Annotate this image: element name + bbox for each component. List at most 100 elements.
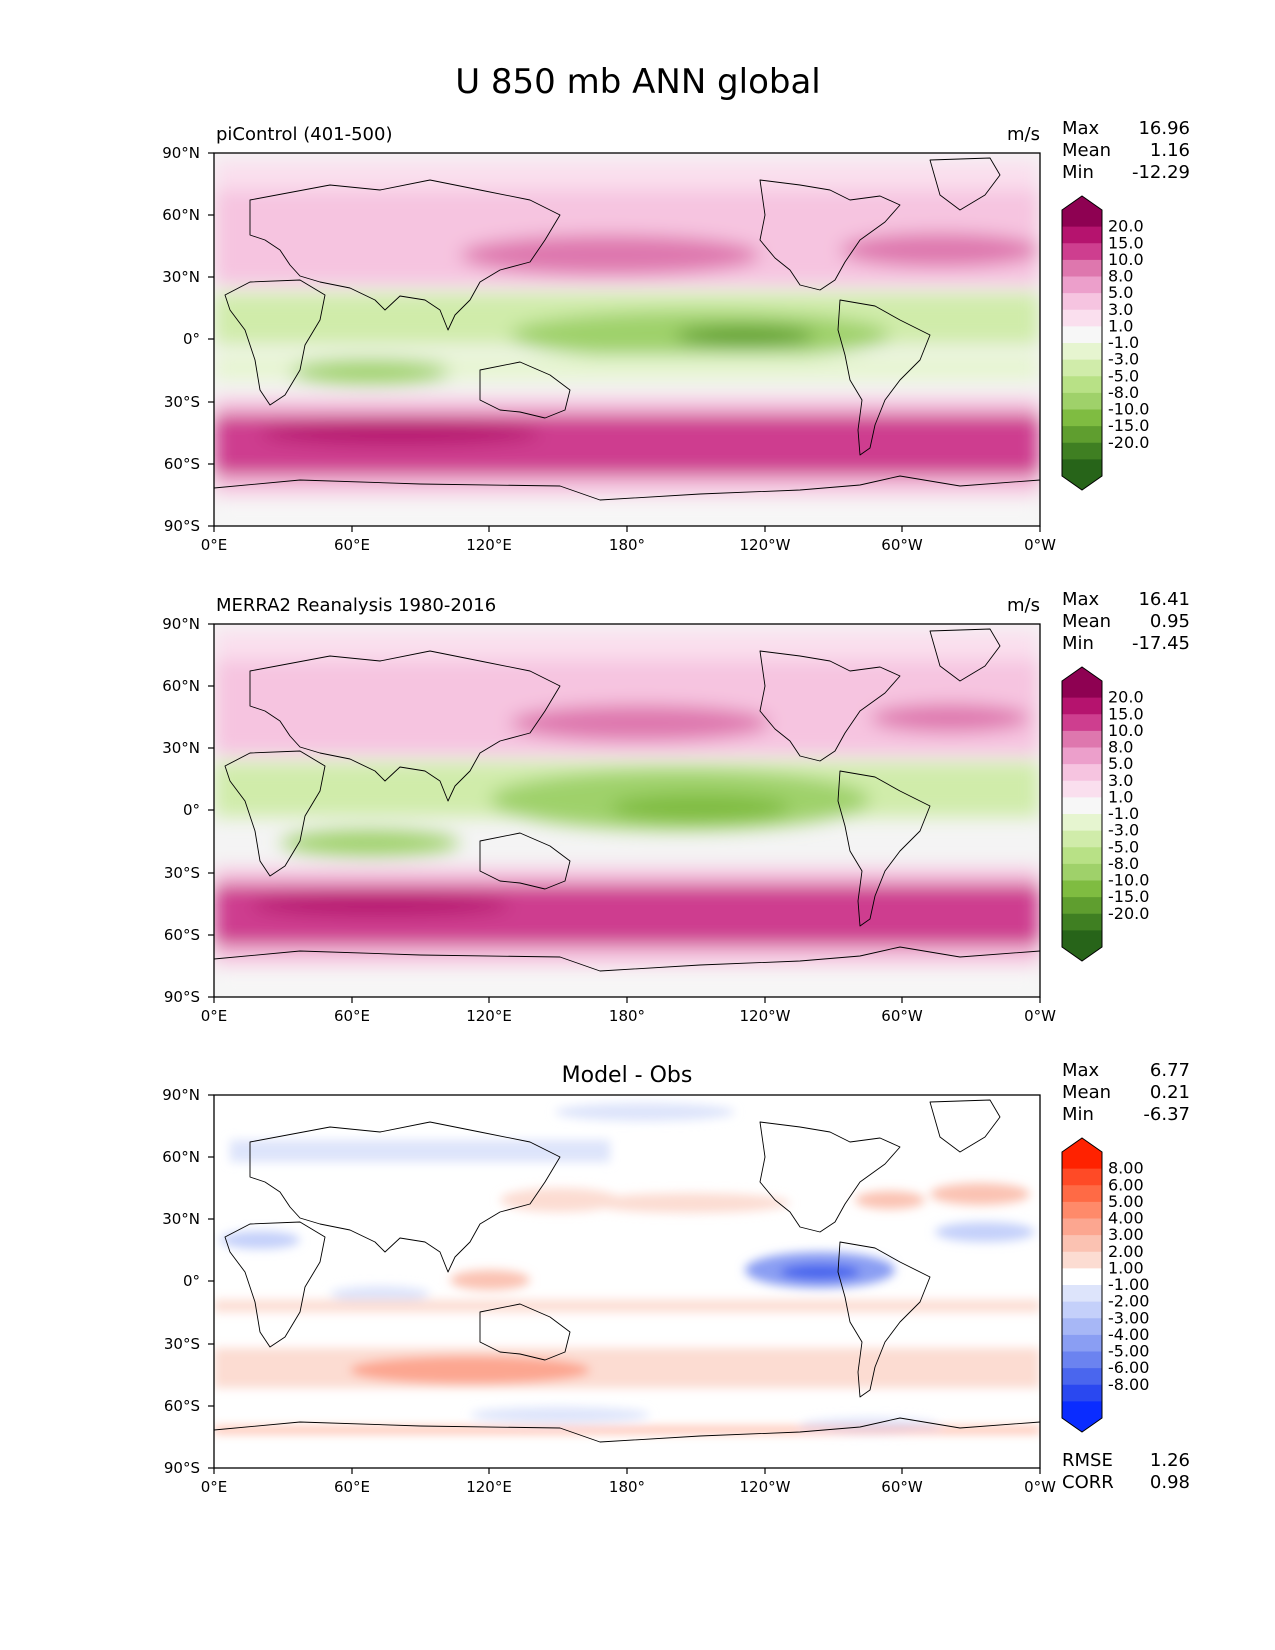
- colorbar-tick-label: -4.00: [1108, 1325, 1149, 1344]
- colorbar-segment: [1062, 243, 1102, 261]
- colorbar-tick-label: 2.00: [1108, 1242, 1144, 1261]
- lon-tick-label: 120°E: [466, 1478, 512, 1496]
- colorbar-segment: [1062, 730, 1102, 749]
- lat-tick-label: 60°N: [162, 206, 200, 224]
- colorbar-tick-label: -10.0: [1108, 871, 1149, 890]
- colorbar-tick-label: 1.00: [1108, 1258, 1144, 1277]
- colorbar-segment: [1062, 276, 1102, 294]
- colorbar-segment: [1062, 1351, 1102, 1369]
- lon-tick-label: 0°E: [201, 1007, 228, 1025]
- colorbar-segment: [1062, 880, 1102, 898]
- colorbar-tick-label: -8.0: [1108, 854, 1139, 873]
- lat-tick-label: 90°S: [164, 517, 200, 535]
- latitude-axis: 90°N 60°N 30°N 0° 30°S 60°S 90°S: [162, 1086, 214, 1477]
- longitude-axis: 0°E 60°E 120°E 180° 120°W 60°W 0°W: [201, 526, 1056, 554]
- extra-stats-block: RMSE 1.26 CORR 0.98: [1062, 1450, 1190, 1493]
- figure-title: U 850 mb ANN global: [455, 62, 821, 102]
- colorbar-extend-min: [1062, 476, 1102, 490]
- colorbar-tick-label: 5.0: [1108, 754, 1133, 773]
- map-field: [214, 624, 1040, 997]
- stat-label-max: Max: [1062, 1060, 1100, 1081]
- colorbar-tick-label: -15.0: [1108, 416, 1149, 435]
- stat-label-min: Min: [1062, 633, 1094, 654]
- stat-value-max: 6.77: [1150, 1060, 1190, 1081]
- lon-tick-label: 0°W: [1024, 1007, 1056, 1025]
- colorbar-tick-label: 3.00: [1108, 1225, 1144, 1244]
- lon-tick-label: 120°W: [740, 536, 791, 554]
- coastlines: [214, 628, 1040, 972]
- map-field: [214, 1095, 1040, 1468]
- lon-tick-label: 0°E: [201, 536, 228, 554]
- lon-tick-label: 60°E: [334, 1478, 370, 1496]
- colorbar-segment: [1062, 780, 1102, 798]
- colorbar-segment: [1062, 343, 1102, 361]
- lat-tick-label: 60°N: [162, 677, 200, 695]
- colorbar-segment: [1062, 913, 1102, 931]
- latitude-axis: 90°N 60°N 30°N 0° 30°S 60°S 90°S: [162, 144, 214, 535]
- map-field: [214, 153, 1040, 526]
- colorbar-segment: [1062, 1185, 1102, 1203]
- lat-tick-label: 90°S: [164, 988, 200, 1006]
- lon-tick-label: 0°W: [1024, 536, 1056, 554]
- colorbar-tick-label: -3.00: [1108, 1308, 1149, 1327]
- lat-tick-label: 30°N: [162, 739, 200, 757]
- colorbar-extend-max: [1062, 196, 1102, 210]
- stat-label-min: Min: [1062, 162, 1094, 183]
- colorbar: 20.015.010.08.05.03.01.0-1.0-3.0-5.0-8.0…: [1061, 195, 1149, 491]
- colorbar-segment: [1062, 210, 1102, 228]
- lat-tick-label: 90°S: [164, 1459, 200, 1477]
- stat-label-max: Max: [1062, 118, 1100, 139]
- colorbar-segment: [1062, 442, 1102, 460]
- colorbar-tick-label: -5.0: [1108, 366, 1139, 385]
- lat-tick-label: 90°N: [162, 1086, 200, 1104]
- colorbar-extend-max: [1062, 1138, 1102, 1152]
- stat-label-mean: Mean: [1062, 1082, 1111, 1103]
- panel-picontrol: piControl (401-500) m/s Max 16.96 Mean 1…: [162, 118, 1190, 554]
- units-label: m/s: [1007, 595, 1040, 616]
- stat-label-min: Min: [1062, 1104, 1094, 1125]
- panel-title: Model - Obs: [562, 1063, 693, 1088]
- colorbar-tick-label: -15.0: [1108, 887, 1149, 906]
- colorbar-tick-label: -3.0: [1108, 821, 1139, 840]
- lon-tick-label: 180°: [609, 536, 645, 554]
- lat-tick-label: 30°N: [162, 268, 200, 286]
- lat-tick-label: 30°S: [164, 864, 200, 882]
- lon-tick-label: 60°W: [881, 536, 923, 554]
- colorbar-segment: [1062, 376, 1102, 394]
- colorbar-tick-label: -8.0: [1108, 383, 1139, 402]
- lon-tick-label: 60°W: [881, 1007, 923, 1025]
- lon-tick-label: 0°W: [1024, 1478, 1056, 1496]
- lat-tick-label: 60°N: [162, 1148, 200, 1166]
- lon-tick-label: 60°E: [334, 1007, 370, 1025]
- colorbar-tick-label: -3.0: [1108, 350, 1139, 369]
- colorbar-segment: [1062, 1368, 1102, 1386]
- panel-merra2: MERRA2 Reanalysis 1980-2016 m/s Max 16.4…: [162, 589, 1190, 1025]
- colorbar-segment: [1062, 830, 1102, 848]
- colorbar-segment: [1062, 459, 1102, 477]
- stats-block: Max 16.41 Mean 0.95 Min -17.45: [1062, 589, 1190, 654]
- stats-block: Max 6.77 Mean 0.21 Min -6.37: [1062, 1060, 1190, 1125]
- colorbar-tick-label: 1.0: [1108, 316, 1133, 335]
- stat-value-mean: 0.21: [1150, 1082, 1190, 1103]
- colorbar-tick-label: -20.0: [1108, 433, 1149, 452]
- colorbar-tick-label: -8.00: [1108, 1375, 1149, 1394]
- stat-value-mean: 0.95: [1150, 611, 1190, 632]
- colorbar: 20.015.010.08.05.03.01.0-1.0-3.0-5.0-8.0…: [1061, 666, 1149, 962]
- stat-value-corr: 0.98: [1150, 1472, 1190, 1493]
- colorbar-segment: [1062, 1401, 1102, 1419]
- colorbar-tick-label: -6.00: [1108, 1358, 1149, 1377]
- colorbar-segment: [1062, 863, 1102, 882]
- colorbar-segment: [1062, 259, 1102, 278]
- colorbar-tick-label: 5.00: [1108, 1192, 1144, 1211]
- colorbar-segment: [1062, 1235, 1102, 1253]
- colorbar-tick-label: 3.0: [1108, 771, 1133, 790]
- colorbar-segment: [1062, 847, 1102, 865]
- stat-label-max: Max: [1062, 589, 1100, 610]
- colorbar-tick-label: 8.0: [1108, 738, 1133, 757]
- colorbar-segment: [1062, 747, 1102, 765]
- colorbar-segment: [1062, 293, 1102, 311]
- stat-label-mean: Mean: [1062, 140, 1111, 161]
- colorbar-segment: [1062, 1201, 1102, 1220]
- colorbar-segment: [1062, 930, 1102, 948]
